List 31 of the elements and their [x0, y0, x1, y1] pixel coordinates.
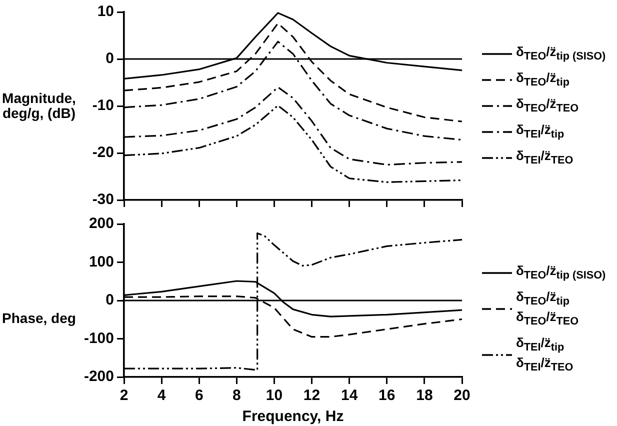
y-tick-label: -10 — [92, 97, 114, 114]
x-tick-label: 18 — [416, 387, 433, 404]
y-tick-label: 0 — [106, 292, 114, 309]
x-tick-label: 4 — [157, 387, 166, 404]
y-tick-label: 10 — [97, 3, 114, 20]
legend-label: δ$_{TEO}$/z̈$_{TEO}$ — [516, 96, 579, 116]
y-axis-title: Magnitude, deg/g, (dB) — [1, 88, 77, 123]
y-tick-label: -30 — [92, 191, 114, 208]
y-tick-label: -200 — [84, 368, 114, 386]
legend-label: δ$_{TEI}$/z̈$_{tip}$ — [516, 122, 564, 142]
x-axis-title: Frequency, Hz — [242, 408, 344, 426]
y-tick-label: -20 — [92, 144, 114, 162]
y-tick-label: -100 — [84, 330, 114, 347]
legend-label: δ$_{TEI}$/z̈$_{TEO}$ — [516, 148, 574, 168]
legend-label: δ$_{TEO}$/z̈$_{tip (SISO)}$ — [516, 44, 606, 64]
x-tick-label: 20 — [454, 387, 470, 404]
x-tick-label: 2 — [120, 387, 128, 404]
x-tick-label: 10 — [266, 387, 283, 404]
text: δ$_{TEI}$/z̈$_{tip}$ δ$_{TEI}$/z̈$_{TEO}$ — [516, 335, 574, 374]
y-axis-title: Phase, deg — [1, 309, 77, 328]
x-tick-label: 16 — [378, 387, 396, 404]
y-tick-label: 100 — [88, 253, 114, 270]
x-tick-label: 8 — [232, 387, 241, 404]
y-tick-label: 200 — [88, 215, 114, 232]
x-tick-label: 14 — [340, 387, 358, 404]
x-tick-label: 6 — [194, 387, 204, 404]
legend-label: δ$_{TEO}$/z̈$_{tip (SISO)}$ — [516, 262, 606, 283]
y-tick-label: 0 — [106, 50, 114, 68]
text: δ$_{TEO}$/z̈$_{tip}$ δ$_{TEO}$/z̈$_{TEO}$ — [516, 288, 579, 328]
legend-label: δ$_{TEO}$/z̈$_{tip}$ — [516, 70, 570, 90]
x-tick-label: 12 — [303, 387, 320, 404]
